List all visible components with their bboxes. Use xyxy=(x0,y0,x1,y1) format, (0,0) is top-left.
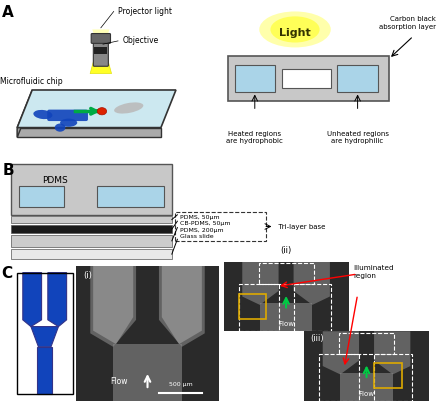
Ellipse shape xyxy=(270,16,320,43)
Polygon shape xyxy=(374,331,410,374)
Bar xyxy=(37,347,52,394)
Bar xyxy=(94,47,107,54)
Polygon shape xyxy=(242,262,278,305)
Bar xyxy=(339,333,394,353)
Bar xyxy=(258,263,314,284)
Ellipse shape xyxy=(60,119,77,127)
Polygon shape xyxy=(323,331,359,374)
Text: Projector light: Projector light xyxy=(118,7,172,16)
Polygon shape xyxy=(294,262,330,305)
Text: Flow: Flow xyxy=(110,378,127,387)
Text: 500 μm: 500 μm xyxy=(169,382,192,387)
Text: Light: Light xyxy=(279,28,311,38)
Bar xyxy=(374,363,401,388)
Text: PDMS: PDMS xyxy=(42,176,68,185)
Polygon shape xyxy=(17,90,176,128)
Polygon shape xyxy=(92,29,110,46)
Polygon shape xyxy=(159,266,205,347)
Bar xyxy=(260,303,312,331)
FancyBboxPatch shape xyxy=(47,110,88,121)
Bar xyxy=(113,344,182,401)
Text: Tri-layer base: Tri-layer base xyxy=(274,223,326,229)
Bar xyxy=(337,65,378,92)
Ellipse shape xyxy=(34,110,52,119)
Bar xyxy=(239,284,278,331)
Bar xyxy=(319,353,359,401)
Circle shape xyxy=(55,124,65,132)
Bar xyxy=(294,284,331,331)
Text: B: B xyxy=(3,163,14,178)
Text: PDMS, 50μm: PDMS, 50μm xyxy=(180,215,220,220)
Ellipse shape xyxy=(114,102,143,114)
Text: Carbon black
absorption layer: Carbon black absorption layer xyxy=(379,16,436,30)
Text: Flow: Flow xyxy=(358,391,375,397)
Text: Unheated regions
are hydrophilic: Unheated regions are hydrophilic xyxy=(327,131,388,144)
Text: PDMS, 200μm: PDMS, 200μm xyxy=(180,227,224,233)
Text: (iii): (iii) xyxy=(310,334,324,343)
Text: Glass slide: Glass slide xyxy=(180,234,214,239)
Bar xyxy=(11,235,172,247)
Polygon shape xyxy=(17,128,161,137)
Polygon shape xyxy=(23,272,42,326)
Bar xyxy=(239,294,266,319)
Text: C: C xyxy=(1,266,13,281)
Bar xyxy=(11,216,172,223)
Bar xyxy=(282,69,331,88)
Text: (ii): (ii) xyxy=(280,246,292,255)
Circle shape xyxy=(97,108,107,115)
Text: Objective: Objective xyxy=(122,36,159,45)
Polygon shape xyxy=(90,46,112,74)
Text: (i): (i) xyxy=(83,271,92,280)
Polygon shape xyxy=(93,266,133,344)
Bar xyxy=(374,353,412,401)
Polygon shape xyxy=(17,90,32,137)
Text: Flow: Flow xyxy=(278,321,294,327)
Bar xyxy=(97,186,164,207)
Ellipse shape xyxy=(259,11,331,47)
Polygon shape xyxy=(31,326,59,347)
Bar xyxy=(19,186,64,207)
FancyBboxPatch shape xyxy=(93,42,108,66)
Text: A: A xyxy=(2,5,14,20)
Bar xyxy=(11,164,172,215)
Polygon shape xyxy=(90,266,136,347)
Polygon shape xyxy=(162,266,202,344)
Bar xyxy=(228,56,389,101)
Text: Heated regions
are hydrophobic: Heated regions are hydrophobic xyxy=(226,131,283,144)
Polygon shape xyxy=(48,272,67,326)
Bar xyxy=(340,373,393,401)
Bar xyxy=(11,225,172,233)
Bar xyxy=(11,249,172,259)
Text: Microfluidic chip: Microfluidic chip xyxy=(0,77,63,86)
Bar xyxy=(235,65,275,92)
Text: CB-PDMS, 50μm: CB-PDMS, 50μm xyxy=(180,221,231,226)
Text: Illuminated
region: Illuminated region xyxy=(354,265,394,279)
FancyBboxPatch shape xyxy=(91,34,110,43)
